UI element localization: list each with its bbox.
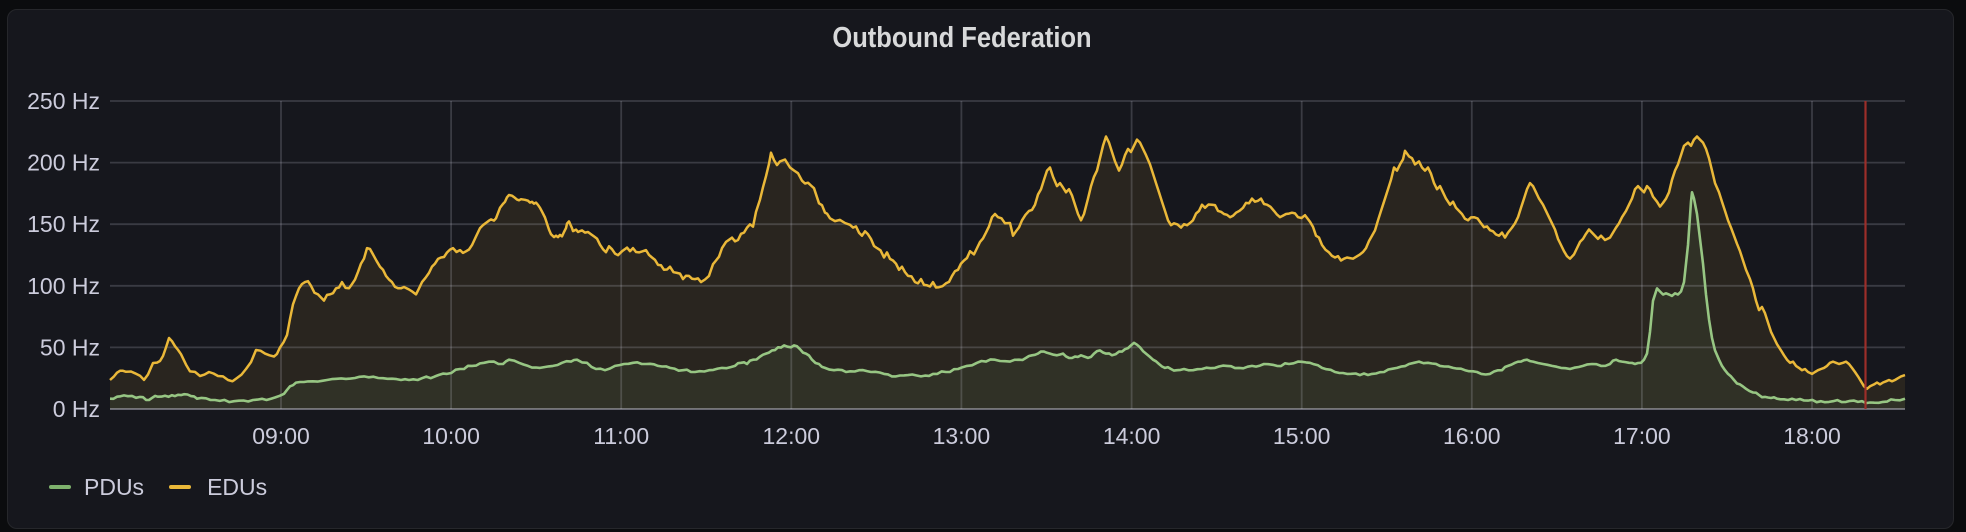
svg-text:250 Hz: 250 Hz	[27, 88, 100, 114]
svg-text:12:00: 12:00	[763, 423, 821, 449]
svg-text:13:00: 13:00	[933, 423, 991, 449]
svg-text:09:00: 09:00	[252, 423, 310, 449]
svg-text:Outbound Federation: Outbound Federation	[832, 20, 1091, 53]
svg-text:15:00: 15:00	[1273, 423, 1331, 449]
svg-text:0 Hz: 0 Hz	[53, 396, 100, 422]
svg-text:10:00: 10:00	[422, 423, 480, 449]
svg-text:50 Hz: 50 Hz	[40, 334, 100, 360]
svg-text:100 Hz: 100 Hz	[27, 273, 100, 299]
svg-text:16:00: 16:00	[1443, 423, 1501, 449]
svg-text:17:00: 17:00	[1613, 423, 1671, 449]
svg-text:200 Hz: 200 Hz	[27, 150, 100, 176]
svg-text:150 Hz: 150 Hz	[27, 211, 100, 237]
svg-text:18:00: 18:00	[1783, 423, 1841, 449]
svg-text:14:00: 14:00	[1103, 423, 1161, 449]
svg-text:11:00: 11:00	[593, 423, 649, 449]
